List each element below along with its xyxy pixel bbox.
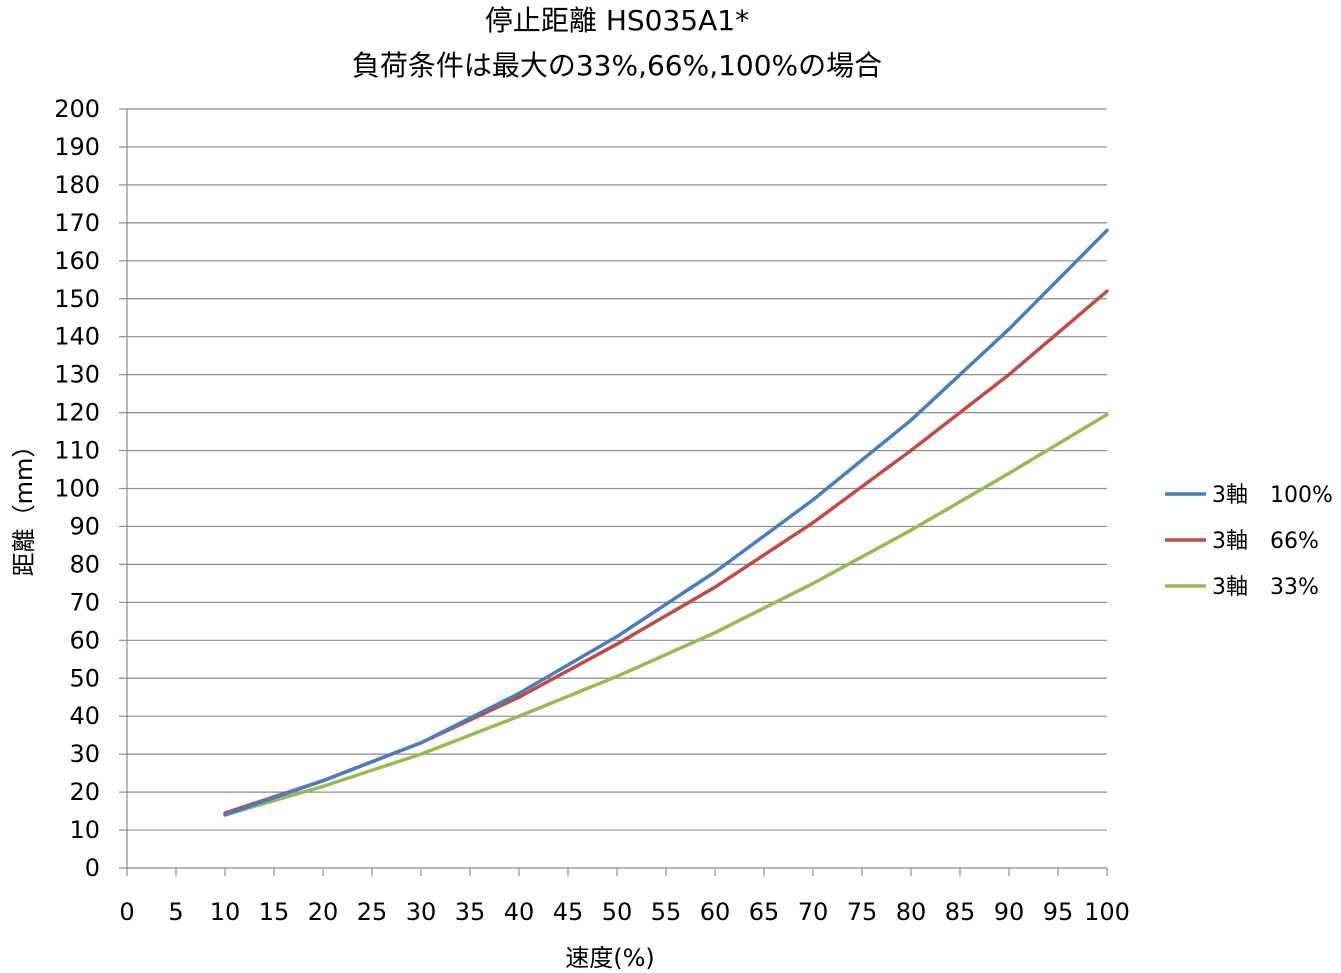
x-tick-label: 65 [749, 898, 780, 926]
x-tick-label: 30 [406, 898, 437, 926]
series-line [223, 228, 1109, 817]
x-tick-label: 40 [504, 898, 535, 926]
y-tick-label: 90 [69, 512, 100, 540]
x-tick-label: 50 [602, 898, 633, 926]
x-axis-title: 速度(%) [565, 944, 655, 972]
y-tick-labels: 0 10 20 30 40 50 60 70 80 90 100 110 120 130 140 150 160… [54, 95, 100, 882]
x-tick-label: 5 [168, 898, 183, 926]
x-tick-label: 60 [700, 898, 731, 926]
y-tick-label: 180 [54, 171, 100, 199]
y-tick-label: 170 [54, 209, 100, 237]
x-tick-label: 85 [945, 898, 976, 926]
y-axis-title: 距離（mm） [10, 434, 38, 577]
series-lines [223, 228, 1109, 817]
legend-label: 3軸 66% [1212, 529, 1319, 554]
y-tick-label: 120 [54, 399, 100, 427]
y-tick-label: 30 [69, 740, 100, 768]
y-tick-label: 80 [69, 550, 100, 578]
y-tick-label: 110 [54, 437, 100, 465]
chart-title: 停止距離 HS035A1* [485, 4, 749, 37]
x-tick-label: 0 [119, 898, 134, 926]
x-tick-label: 35 [455, 898, 486, 926]
y-tick-label: 20 [69, 778, 100, 806]
y-tick-label: 60 [69, 626, 100, 654]
y-tick-label: 190 [54, 133, 100, 161]
x-tick-label: 10 [210, 898, 241, 926]
legend-label: 3軸 100% [1212, 483, 1333, 508]
chart-subtitle: 負荷条件は最大の33%,66%,100%の場合 [352, 49, 882, 82]
x-tick-label: 75 [847, 898, 878, 926]
x-tick-label: 100 [1084, 898, 1130, 926]
x-tick-label: 90 [994, 898, 1025, 926]
legend-label: 3軸 33% [1212, 575, 1319, 600]
gridlines [127, 108, 1107, 831]
x-tick-label: 45 [553, 898, 584, 926]
y-tick-label: 100 [54, 475, 100, 503]
axes [119, 108, 1108, 876]
x-tick-labels: 0 5 10 15 20 25 30 35 40 45 50 55 60 65 70 75 80 85 90 95 10… [119, 898, 1130, 926]
series-line [223, 412, 1109, 817]
x-tick-label: 25 [357, 898, 388, 926]
x-tick-label: 15 [259, 898, 290, 926]
series-line [223, 289, 1109, 815]
x-tick-label: 55 [651, 898, 682, 926]
x-tick-label: 70 [798, 898, 829, 926]
y-tick-label: 200 [54, 95, 100, 123]
y-tick-label: 40 [69, 702, 100, 730]
x-tick-label: 20 [308, 898, 339, 926]
y-tick-label: 0 [85, 854, 100, 882]
y-tick-label: 150 [54, 285, 100, 313]
y-tick-label: 70 [69, 588, 100, 616]
y-tick-label: 160 [54, 247, 100, 275]
x-tick-label: 80 [896, 898, 927, 926]
y-tick-label: 10 [69, 816, 100, 844]
y-tick-label: 140 [54, 323, 100, 351]
x-tick-label: 95 [1043, 898, 1074, 926]
legend: 3軸 100% 3軸 66% 3軸 33% [1165, 483, 1333, 600]
y-tick-label: 50 [69, 664, 100, 692]
y-tick-label: 130 [54, 361, 100, 389]
